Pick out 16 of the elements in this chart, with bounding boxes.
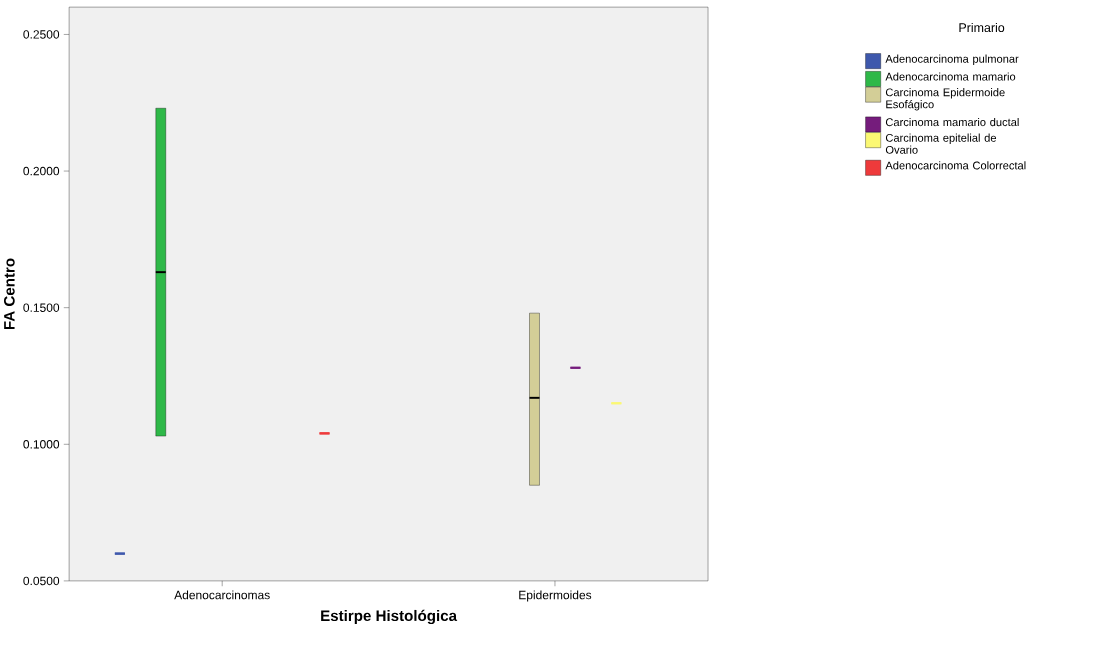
- legend-label: Adenocarcinoma pulmonar: [885, 54, 1019, 66]
- y-tick-label: 0.0500: [23, 576, 60, 586]
- legend-label: Carcinoma mamario ductal: [885, 118, 1019, 127]
- x-tick-label: Epidermoides: [519, 590, 592, 602]
- y-tick-label: 0.2500: [23, 30, 60, 39]
- legend-title: Primario: [959, 23, 1005, 33]
- legend-label: Carcinoma Epidermoide Esofágico: [885, 88, 1005, 111]
- legend-label: Adenocarcinoma mamario: [885, 72, 1016, 81]
- y-tick-label: 0.1000: [23, 440, 60, 449]
- legend-label: Adenocarcinoma Colorrectal: [885, 161, 1026, 170]
- legend-label: Carcinoma epitelial de Ovario: [885, 133, 997, 155]
- x-axis-title: Estirpe Histológica: [321, 610, 458, 625]
- y-tick-label: 0.2000: [23, 167, 60, 176]
- x-tick-label: Adenocarcinomas: [174, 590, 270, 600]
- y-tick-label: 0.1500: [23, 303, 60, 313]
- y-axis-title: FA Centro: [4, 258, 15, 330]
